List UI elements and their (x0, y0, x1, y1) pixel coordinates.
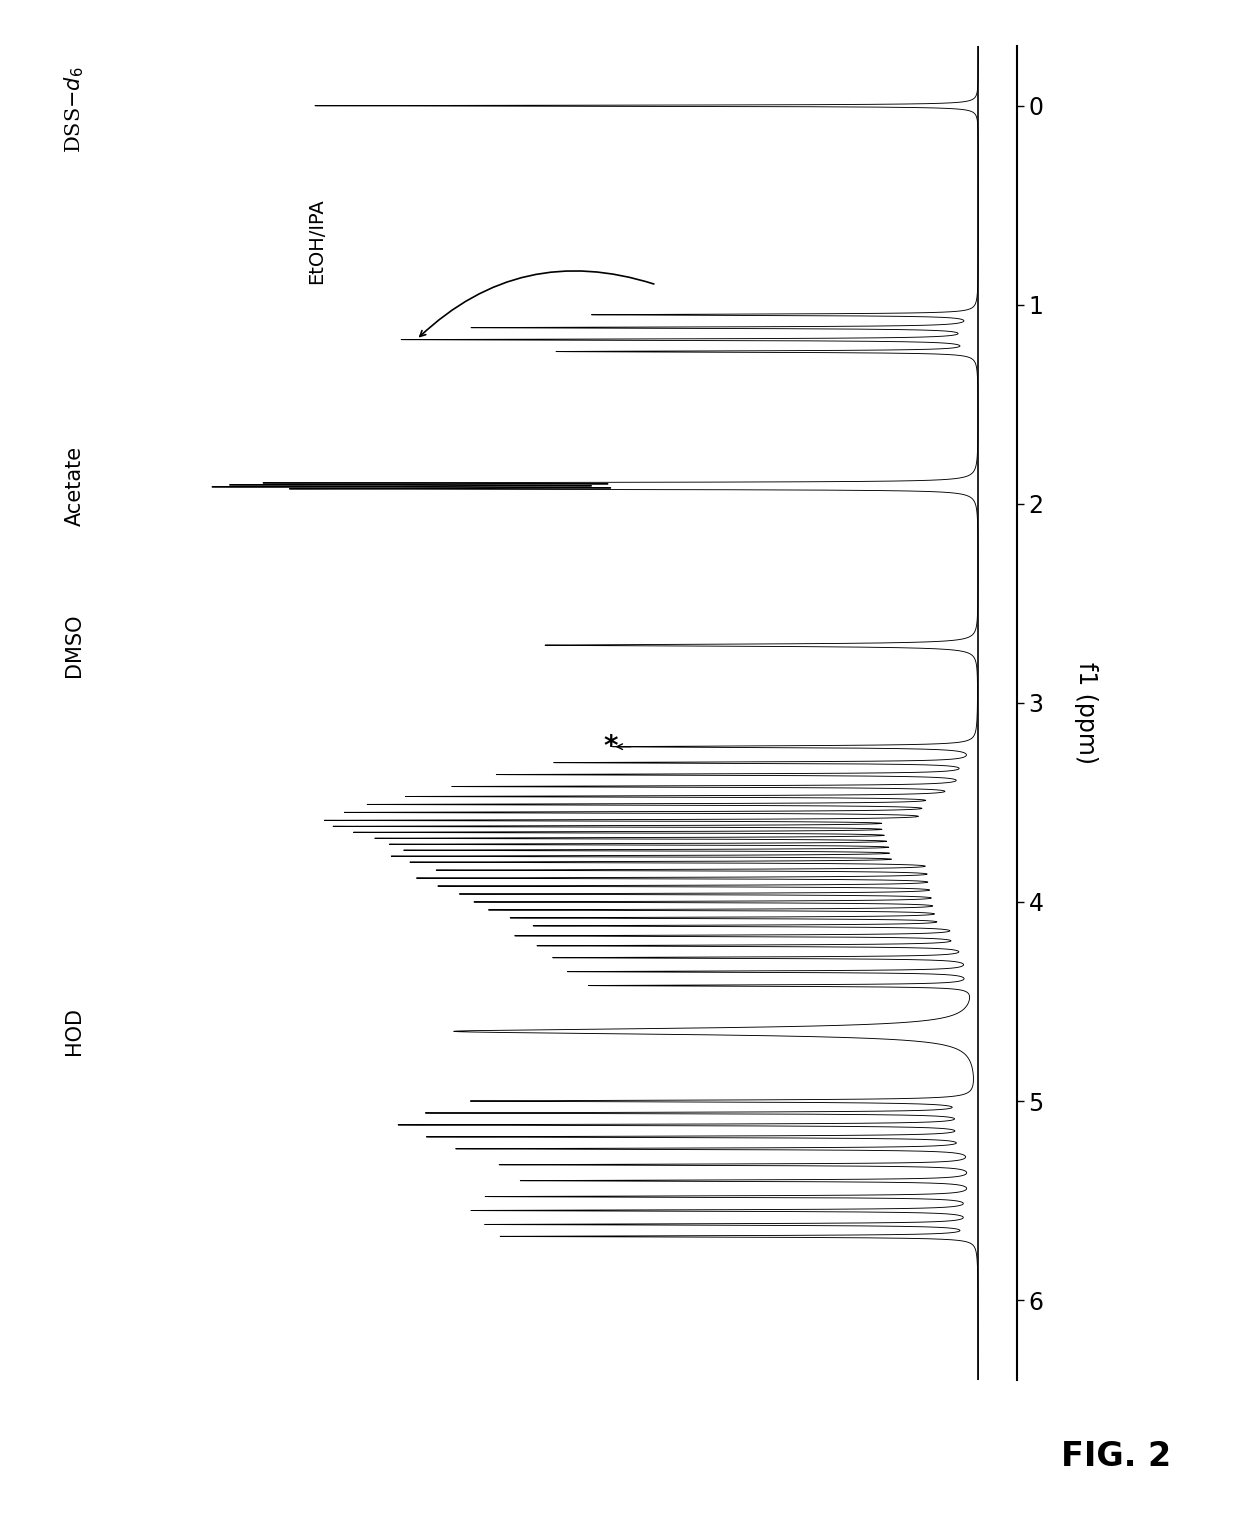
Text: Acetate: Acetate (64, 446, 84, 526)
Text: EtOH/IPA: EtOH/IPA (306, 198, 326, 284)
Text: DSS$-d_6$: DSS$-d_6$ (62, 66, 87, 153)
Text: HOD: HOD (64, 1007, 84, 1055)
Y-axis label: f1 (ppm): f1 (ppm) (1074, 662, 1099, 763)
Text: DMSO: DMSO (64, 613, 84, 678)
Text: *: * (604, 733, 618, 760)
Text: FIG. 2: FIG. 2 (1061, 1439, 1171, 1473)
